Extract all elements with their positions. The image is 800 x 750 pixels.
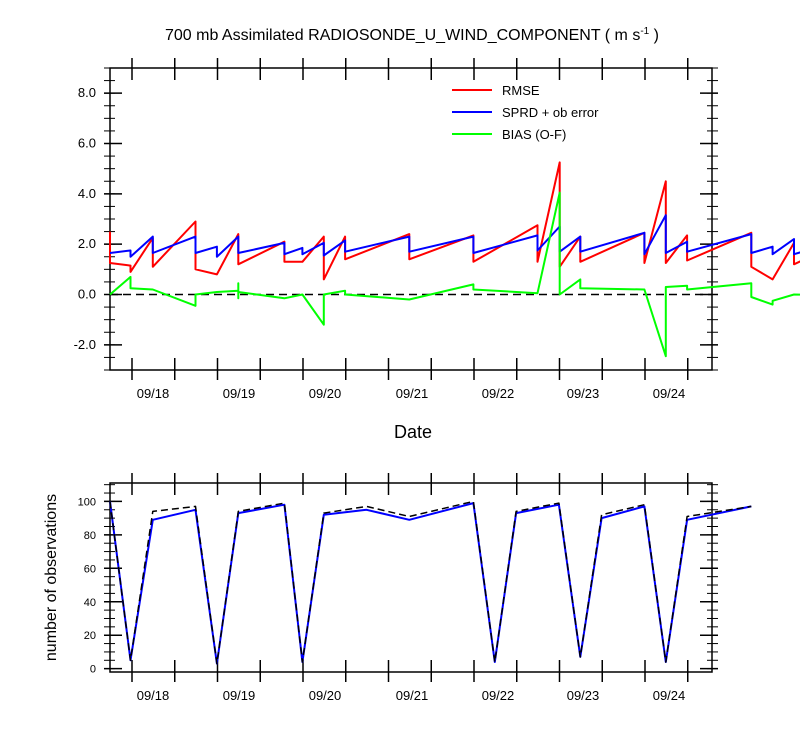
series-line-dashed (109, 500, 752, 665)
x-tick-label: 09/19 (223, 688, 256, 703)
x-tick-label: 09/22 (482, 688, 515, 703)
series-line-rmse (109, 161, 800, 281)
title-superscript: -1 (640, 26, 649, 37)
legend-label: BIAS (O-F) (502, 127, 566, 142)
y-tick-label: 80 (84, 530, 96, 542)
y-tick-label: 4.0 (78, 186, 96, 201)
x-tick-label: 09/21 (396, 386, 429, 401)
y-tick-label: 6.0 (78, 136, 96, 151)
x-tick-label: 09/18 (137, 688, 170, 703)
y-tick-label: -2.0 (74, 337, 96, 352)
x-tick-label: 09/21 (396, 688, 429, 703)
chart-title: 700 mb Assimilated RADIOSONDE_U_WIND_COM… (165, 26, 659, 44)
y-axis-label: number of observations (43, 494, 60, 661)
x-tick-label: 09/20 (309, 688, 342, 703)
y-tick-label: 2.0 (78, 236, 96, 251)
series-line-bias-o-f- (109, 191, 800, 358)
title-text: 700 mb Assimilated RADIOSONDE_U_WIND_COM… (165, 27, 640, 44)
y-tick-label: 60 (84, 563, 96, 575)
x-tick-label: 09/19 (223, 386, 256, 401)
x-tick-label: 09/22 (482, 386, 515, 401)
series-line-sprd-ob-error (109, 214, 800, 258)
legend-label: SPRD + ob error (502, 105, 599, 120)
x-tick-label: 09/24 (653, 688, 686, 703)
x-tick-label: 09/23 (567, 386, 600, 401)
rmse-spread-bias-plot: 09/18 09/19 09/20 09/21 09/22 09/23 09/24 8.0 6.… (74, 58, 800, 442)
observation-count-plot: 09/18 09/19 09/20 09/21 09/22 09/23 09/24 100 80… (43, 473, 752, 703)
x-tick-label: 09/24 (653, 386, 686, 401)
title-suffix: ) (649, 27, 659, 44)
y-tick-label: 100 (78, 496, 96, 508)
x-tick-label: 09/23 (567, 688, 600, 703)
plot-frame (109, 67, 713, 371)
y-tick-label: 40 (84, 597, 96, 609)
y-tick-label: 20 (84, 630, 96, 642)
y-tick-label: 0.0 (78, 287, 96, 302)
x-tick-label: 09/20 (309, 386, 342, 401)
x-tick-label: 09/18 (137, 386, 170, 401)
legend-label: RMSE (502, 83, 540, 98)
x-axis-label: Date (394, 422, 432, 442)
y-tick-label: 0 (90, 664, 96, 676)
plot-frame (109, 482, 713, 673)
y-tick-label: 8.0 (78, 85, 96, 100)
